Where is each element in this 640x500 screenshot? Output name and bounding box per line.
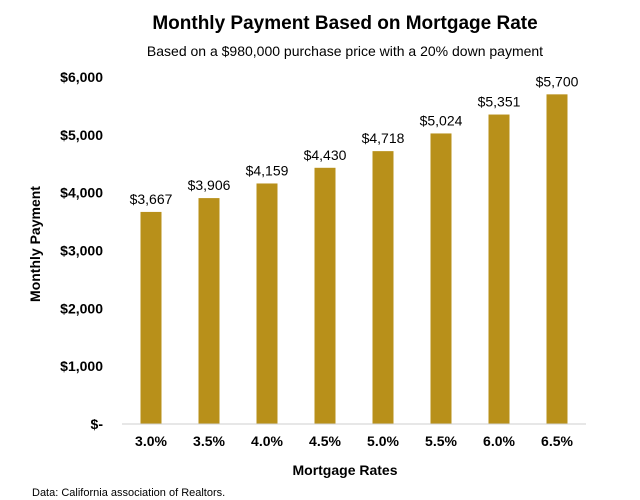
y-tick-label: $3,000 [60,243,103,259]
x-tick-label: 6.0% [483,433,515,449]
x-tick-label: 5.5% [425,433,457,449]
bar [256,183,278,424]
x-axis-label: Mortgage Rates [292,462,397,478]
data-label: $4,718 [362,130,405,146]
data-label: $5,351 [478,94,521,110]
y-tick-label: $- [91,416,104,432]
bar [198,198,220,424]
data-label: $3,667 [130,191,173,207]
x-tick-label: 3.5% [193,433,225,449]
x-tick-label: 3.0% [135,433,167,449]
y-tick-label: $2,000 [60,300,103,316]
bar [430,133,452,425]
y-tick-label: $5,000 [60,127,103,143]
bar [372,151,394,424]
bar [314,167,336,424]
bar [140,211,162,424]
bars-layer [140,94,568,425]
y-tick-label: $6,000 [60,69,103,85]
data-label: $5,024 [420,112,463,128]
x-tick-label: 5.0% [367,433,399,449]
bar [488,114,510,424]
y-ticks-layer: $- $1,000 $2,000 $3,000 $4,000 $5,000 $6,000 [60,69,103,432]
x-ticks-layer: 3.0% 3.5% 4.0% 4.5% 5.0% 5.5% 6.0% 6.5% [135,433,573,449]
data-labels-layer: $3,667 $3,906 $4,159 $4,430 $4,718 $5,024 $5,3… [130,73,579,207]
y-tick-label: $1,000 [60,358,103,374]
data-label: $4,159 [246,162,289,178]
data-label: $3,906 [188,177,231,193]
chart-subtitle: Based on a $980,000 purchase price with … [147,43,543,59]
chart-title: Monthly Payment Based on Mortgage Rate [152,13,537,34]
data-label: $5,700 [536,73,579,89]
bar [546,94,568,424]
data-label: $4,430 [304,147,347,163]
source-note: Data: California association of Realtors… [32,487,225,499]
x-tick-label: 4.5% [309,433,341,449]
y-tick-label: $4,000 [60,185,103,201]
x-tick-label: 4.0% [251,433,283,449]
y-axis-label: Monthly Payment [27,186,43,302]
x-tick-label: 6.5% [541,433,573,449]
